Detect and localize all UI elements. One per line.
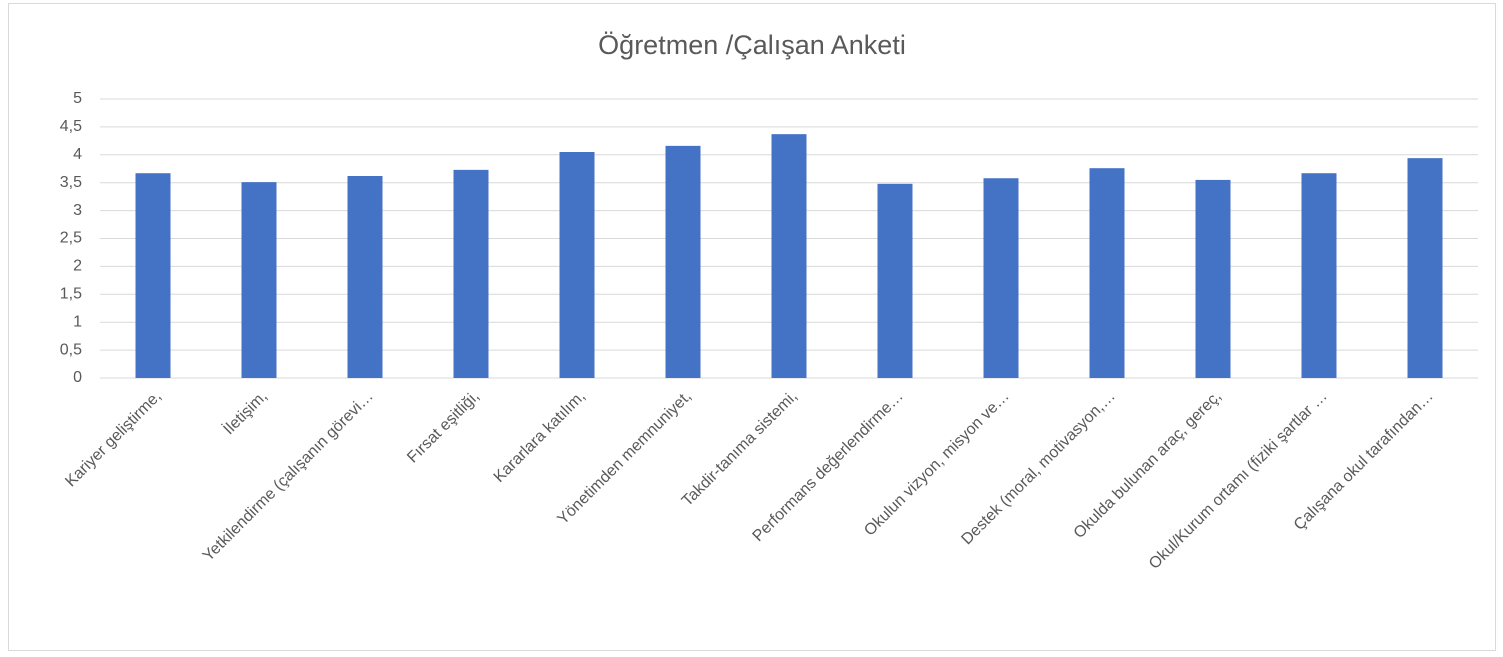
y-tick-label: 2 [73, 258, 82, 275]
bar [241, 182, 277, 378]
bar [453, 169, 489, 378]
chart-title: Öğretmen /Çalışan Anketi [598, 30, 906, 60]
bar [877, 183, 913, 378]
y-tick-label: 0 [73, 369, 82, 386]
bar [1407, 158, 1443, 378]
y-tick-label: 3 [73, 202, 82, 219]
bar [559, 152, 595, 378]
bar [1089, 168, 1125, 378]
bar [347, 176, 383, 378]
y-tick-label: 1,5 [60, 286, 82, 303]
y-tick-label: 2,5 [60, 230, 82, 247]
y-tick-label: 4 [73, 146, 82, 163]
y-tick-label: 3,5 [60, 174, 82, 191]
bar [1195, 179, 1231, 378]
bar [135, 173, 171, 378]
y-tick-label: 5 [73, 90, 82, 107]
bar [983, 178, 1019, 378]
y-tick-label: 0,5 [60, 341, 82, 358]
chart-border [8, 3, 1496, 651]
y-tick-label: 4,5 [60, 118, 82, 135]
bar [1301, 173, 1337, 378]
y-tick-label: 1 [73, 313, 82, 330]
bar [665, 145, 701, 378]
bar [771, 134, 807, 378]
